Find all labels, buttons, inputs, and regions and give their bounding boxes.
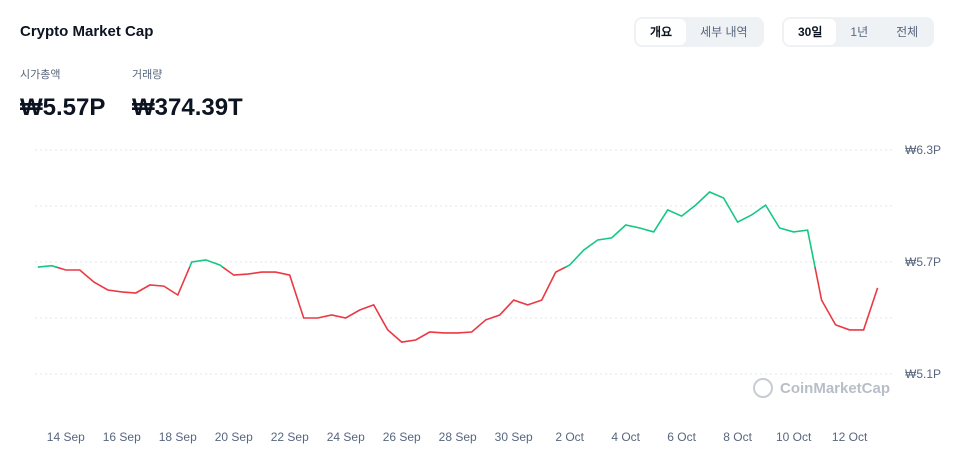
x-tick-label: 20 Sep: [215, 430, 253, 444]
x-tick-label: 30 Sep: [495, 430, 533, 444]
tab[interactable]: 전체: [896, 25, 919, 39]
tab[interactable]: 1년: [850, 25, 869, 39]
x-tick-label: 12 Oct: [832, 430, 868, 444]
y-tick-label: ₩5.7P: [905, 255, 941, 269]
stat-label: 시가총액: [20, 69, 61, 81]
x-tick-label: 24 Sep: [327, 430, 365, 444]
x-tick-label: 6 Oct: [667, 430, 696, 444]
x-tick-label: 22 Sep: [271, 430, 309, 444]
watermark-logo: [753, 378, 773, 398]
price-line: [37, 191, 816, 268]
x-tick-label: 10 Oct: [776, 430, 812, 444]
view-tabs: 개요 세부 내역: [634, 17, 764, 47]
x-tick-label: 16 Sep: [103, 430, 141, 444]
stat: 시가총액 ₩5.57P: [20, 66, 105, 122]
x-tick-label: 14 Sep: [47, 430, 85, 444]
x-tick-label: 2 Oct: [555, 430, 584, 444]
x-tick-label: 26 Sep: [383, 430, 421, 444]
stat-label: 거래량: [132, 69, 163, 81]
price-line: [37, 267, 879, 343]
stat-value: ₩5.57P: [20, 94, 106, 121]
x-tick-label: 28 Sep: [439, 430, 477, 444]
stat: 거래량 ₩374.39T: [132, 66, 243, 122]
tab[interactable]: 개요: [636, 19, 687, 45]
title: Crypto Market Cap: [20, 23, 154, 40]
x-tick-label: 18 Sep: [159, 430, 197, 444]
tab[interactable]: 세부 내역: [700, 25, 748, 39]
y-tick-label: ₩6.3P: [905, 143, 941, 157]
x-tick-label: 4 Oct: [611, 430, 640, 444]
y-tick-label: ₩5.1P: [905, 367, 941, 381]
watermark: CoinMarketCap: [780, 380, 890, 397]
x-tick-label: 8 Oct: [723, 430, 752, 444]
stat-value: ₩374.39T: [132, 94, 243, 121]
range-tabs: 30일 1년 전체: [782, 17, 935, 47]
tab[interactable]: 30일: [784, 19, 837, 45]
